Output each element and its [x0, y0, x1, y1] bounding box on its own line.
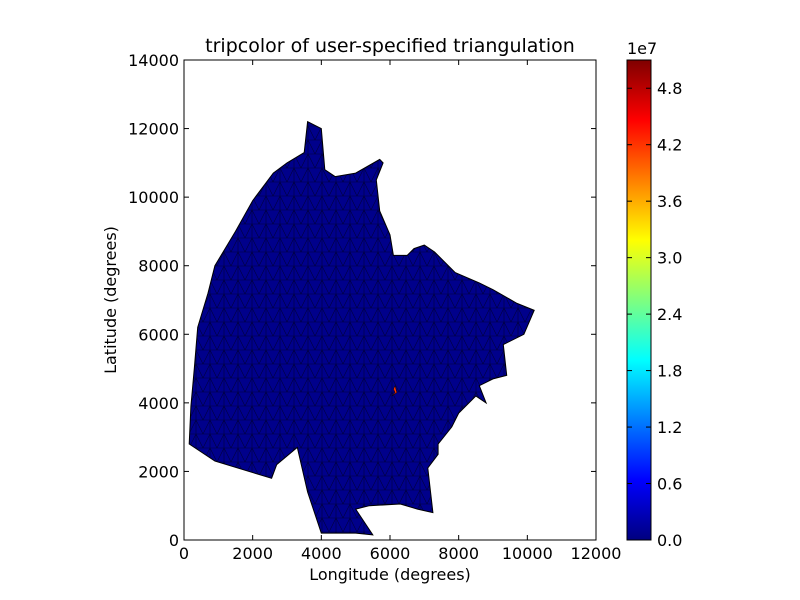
colorbar-offset-label: 1e7 — [627, 39, 657, 58]
x-tick-label: 4000 — [301, 544, 342, 563]
chart-title: tripcolor of user-specified triangulatio… — [205, 35, 575, 57]
colorbar-tick-label: 0.6 — [657, 475, 682, 494]
colorbar-tick-label: 3.0 — [657, 249, 682, 268]
colorbar-tick-label: 4.8 — [657, 79, 682, 98]
y-tick-label: 12000 — [128, 120, 179, 139]
x-tick-label: 6000 — [370, 544, 411, 563]
y-tick-label: 2000 — [138, 462, 179, 481]
y-tick-label: 0 — [169, 531, 179, 550]
y-axis-label: Latitude (degrees) — [101, 226, 120, 374]
colorbar-ticks: 0.0 0.6 1.2 1.8 2.4 3.0 3.6 4.2 4.8 — [627, 79, 682, 550]
y-tick-label: 14000 — [128, 51, 179, 70]
colorbar-tick-label: 4.2 — [657, 136, 682, 155]
x-tick-label: 0 — [179, 544, 189, 563]
x-axis-label: Longitude (degrees) — [309, 565, 471, 584]
x-tick-label: 12000 — [571, 544, 622, 563]
y-tick-label: 8000 — [138, 257, 179, 276]
x-tick-label: 8000 — [438, 544, 479, 563]
colorbar-tick-label: 3.6 — [657, 192, 682, 211]
y-tick-label: 6000 — [138, 325, 179, 344]
colorbar-tick-label: 1.2 — [657, 418, 682, 437]
colorbar-tick-label: 2.4 — [657, 305, 682, 324]
colorbar — [626, 59, 652, 541]
y-tick-label: 4000 — [138, 394, 179, 413]
hotspot-triangle — [391, 384, 398, 397]
triangulation-mesh — [189, 121, 535, 535]
colorbar-tick-label: 0.0 — [657, 531, 682, 550]
colorbar-tick-label: 1.8 — [657, 362, 682, 381]
x-tick-label: 10000 — [502, 544, 553, 563]
x-tick-label: 2000 — [232, 544, 273, 563]
y-tick-label: 10000 — [128, 188, 179, 207]
y-axis-ticks: 0 2000 4000 6000 8000 10000 12000 14000 — [128, 51, 596, 550]
x-axis-ticks: 0 2000 4000 6000 8000 10000 12000 — [179, 60, 622, 563]
